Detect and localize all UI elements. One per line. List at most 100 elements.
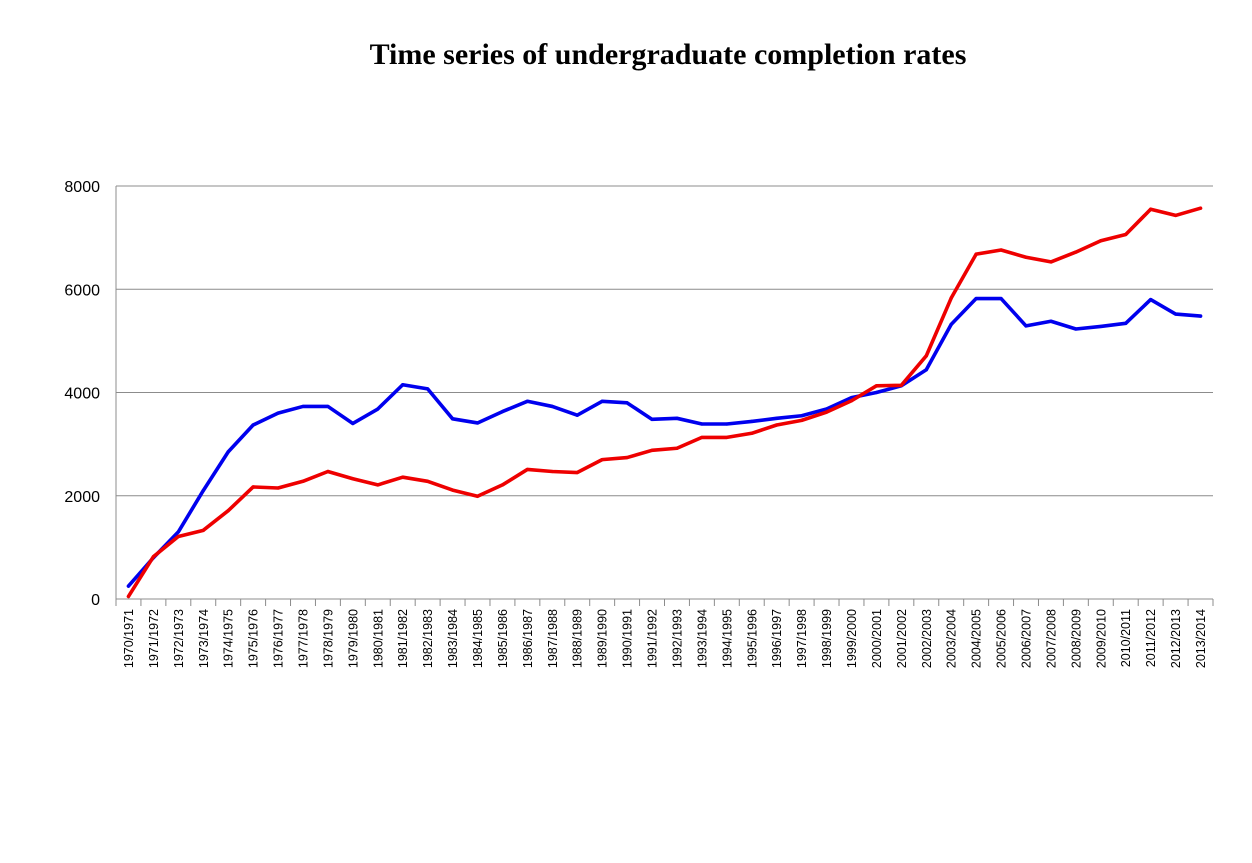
data-point bbox=[401, 383, 405, 387]
axes bbox=[115, 186, 1214, 606]
x-tick-label: 1983/1984 bbox=[446, 609, 460, 668]
data-point bbox=[800, 414, 804, 418]
x-tick-label: 1974/1975 bbox=[222, 609, 236, 668]
data-point bbox=[126, 594, 131, 599]
data-point bbox=[426, 387, 430, 391]
x-tick-label: 1998/1999 bbox=[820, 609, 834, 668]
data-point bbox=[924, 368, 928, 372]
x-tick-label: 1989/1990 bbox=[596, 609, 610, 668]
data-point bbox=[226, 509, 230, 513]
x-tick-label: 1985/1986 bbox=[496, 609, 510, 668]
gridlines bbox=[116, 185, 1213, 497]
y-tick-label: 4000 bbox=[64, 386, 100, 403]
data-point bbox=[899, 383, 903, 387]
data-point bbox=[151, 555, 155, 559]
data-point bbox=[600, 458, 604, 462]
data-point bbox=[550, 404, 554, 409]
x-tick-label: 1994/1995 bbox=[720, 609, 734, 668]
x-tick-label: 2001/2002 bbox=[895, 609, 909, 668]
series-line-2 bbox=[126, 206, 1203, 599]
series-lines bbox=[126, 206, 1203, 599]
data-point bbox=[650, 417, 654, 421]
y-tick-label: 8000 bbox=[64, 179, 100, 196]
data-point bbox=[351, 421, 355, 426]
data-point bbox=[750, 431, 754, 435]
data-point bbox=[775, 416, 779, 420]
x-tick-label: 2007/2008 bbox=[1044, 609, 1058, 668]
data-point bbox=[1074, 327, 1078, 331]
x-tick-label: 2009/2010 bbox=[1094, 609, 1108, 668]
x-tick-labels: 1970/1971 1971/1972 1972/1973 1973/1974 1974… bbox=[122, 609, 1208, 668]
data-point bbox=[650, 448, 654, 452]
data-point bbox=[475, 494, 480, 498]
data-point bbox=[1149, 297, 1153, 302]
data-point bbox=[1174, 312, 1178, 316]
data-point bbox=[201, 528, 205, 532]
y-tick-labels: 0 2000 4000 6000 8000 bbox=[64, 179, 100, 609]
data-point bbox=[800, 418, 804, 422]
data-point bbox=[251, 423, 255, 427]
data-point bbox=[301, 479, 305, 483]
data-point bbox=[849, 399, 854, 403]
x-tick-label: 1992/1993 bbox=[670, 609, 684, 668]
data-point bbox=[700, 435, 704, 440]
x-tick-label: 1976/1977 bbox=[272, 609, 286, 668]
data-point bbox=[1149, 207, 1153, 211]
data-point bbox=[475, 421, 480, 425]
data-point bbox=[500, 410, 505, 414]
data-point bbox=[176, 530, 180, 534]
data-point bbox=[326, 469, 330, 474]
y-tick-label: 0 bbox=[91, 592, 100, 609]
data-point bbox=[450, 488, 455, 492]
data-point bbox=[949, 296, 953, 300]
x-tick-label: 2003/2004 bbox=[945, 609, 959, 668]
data-point bbox=[625, 401, 629, 405]
data-point bbox=[1049, 260, 1053, 264]
x-tick-label: 1986/1987 bbox=[521, 609, 535, 668]
data-point bbox=[1124, 232, 1128, 237]
data-point bbox=[575, 413, 579, 417]
x-tick-label: 2013/2014 bbox=[1194, 609, 1208, 668]
x-tick-label: 2002/2003 bbox=[920, 609, 934, 668]
series-line-1 bbox=[126, 296, 1203, 588]
data-point bbox=[1024, 255, 1028, 259]
x-tick-label: 2004/2005 bbox=[970, 609, 984, 668]
x-tick-label: 2012/2013 bbox=[1169, 609, 1183, 668]
x-tick-label: 1972/1973 bbox=[172, 609, 186, 668]
x-tick-label: 1990/1991 bbox=[621, 609, 635, 668]
data-point bbox=[775, 423, 779, 427]
x-tick-label: 1970/1971 bbox=[122, 609, 136, 668]
x-tick-label: 2008/2009 bbox=[1069, 609, 1083, 668]
data-point bbox=[276, 411, 280, 415]
data-point bbox=[949, 322, 953, 326]
x-tick-label: 1977/1978 bbox=[296, 609, 310, 668]
x-tick-label: 1980/1981 bbox=[371, 609, 385, 668]
data-point bbox=[251, 485, 255, 489]
data-point bbox=[525, 467, 529, 472]
y-tick-label: 2000 bbox=[64, 489, 100, 506]
x-tick-label: 1978/1979 bbox=[321, 609, 335, 668]
data-point bbox=[1049, 319, 1053, 323]
data-point bbox=[600, 399, 604, 403]
data-point bbox=[301, 404, 305, 409]
x-tick-label: 1975/1976 bbox=[247, 609, 261, 668]
data-point bbox=[401, 475, 405, 479]
data-point bbox=[725, 435, 729, 440]
data-point bbox=[1198, 314, 1203, 318]
data-point bbox=[1099, 239, 1103, 243]
x-tick-label: 1999/2000 bbox=[845, 609, 859, 668]
y-tick-label: 6000 bbox=[64, 282, 100, 299]
data-point bbox=[1124, 321, 1128, 325]
x-tick-label: 2000/2001 bbox=[870, 609, 884, 668]
data-point bbox=[874, 384, 879, 388]
data-point bbox=[700, 422, 704, 426]
data-point bbox=[874, 390, 879, 395]
chart-title: Time series of undergraduate completion … bbox=[369, 38, 967, 71]
data-point bbox=[126, 584, 131, 588]
data-point bbox=[974, 252, 978, 256]
x-tick-label: 1988/1989 bbox=[571, 609, 585, 668]
x-tick-label: 1971/1972 bbox=[147, 609, 161, 668]
x-tick-label: 1997/1998 bbox=[795, 609, 809, 668]
data-point bbox=[824, 410, 829, 414]
